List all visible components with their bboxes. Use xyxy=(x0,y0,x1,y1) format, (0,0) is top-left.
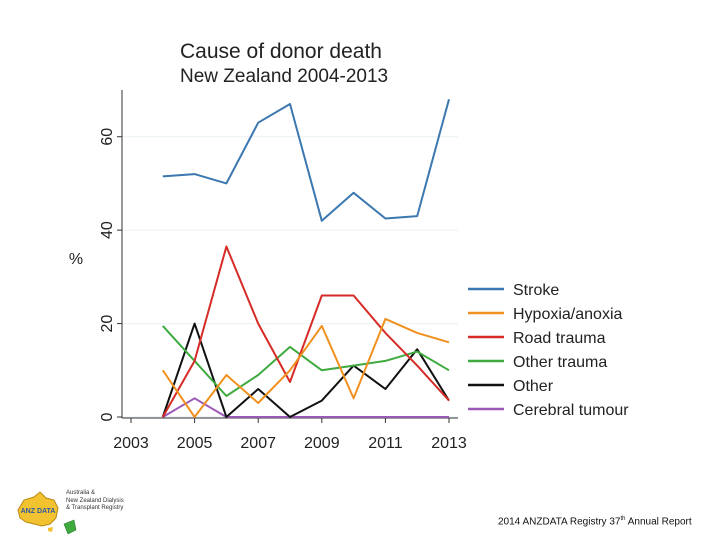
legend-label: Cerebral tumour xyxy=(513,402,629,419)
x-tick-label: 2005 xyxy=(177,435,213,452)
series-line-other xyxy=(161,322,450,418)
y-tick-label: 0 xyxy=(99,412,116,421)
chart-title: Cause of donor death xyxy=(180,40,382,63)
chart-subtitle: New Zealand 2004-2013 xyxy=(180,66,388,87)
x-axis-ticks: 2003 2005 2007 2009 2011 2013 xyxy=(113,418,467,452)
series-line-other-trauma xyxy=(162,325,450,397)
logo-caption-line: Australia & xyxy=(66,490,96,496)
footer-sup: th xyxy=(620,516,626,522)
legend-label: Other xyxy=(513,378,554,395)
legend-label: Road trauma xyxy=(513,330,606,347)
x-tick-label: 2011 xyxy=(368,435,403,452)
y-axis-ticks: 0 20 40 60 xyxy=(99,128,122,421)
x-tick-label: 2007 xyxy=(240,435,276,452)
logo-badge-text: ANZ DATA xyxy=(21,508,56,515)
series-line-stroke xyxy=(162,99,450,222)
legend: Stroke Hypoxia/anoxia Road trauma Other tra… xyxy=(468,282,629,419)
footer-suffix: Annual Report xyxy=(625,516,692,528)
series-line-road-trauma xyxy=(161,245,450,418)
anzdata-logo: ANZ DATA xyxy=(17,491,77,535)
legend-label: Hypoxia/anoxia xyxy=(513,306,623,323)
logo-caption: Australia & New Zealand Dialysis & Trans… xyxy=(66,490,124,513)
legend-label: Other trauma xyxy=(513,354,607,371)
series-lines xyxy=(161,99,450,418)
legend-label: Stroke xyxy=(513,282,559,299)
footer-prefix: 2014 ANZDATA Registry 37 xyxy=(498,516,621,528)
logo-caption-line: New Zealand Dialysis xyxy=(66,497,124,504)
y-tick-label: 40 xyxy=(99,221,116,239)
logo-caption-line: & Transplant Registry xyxy=(66,505,124,511)
x-tick-label: 2009 xyxy=(304,435,340,452)
footer-citation: 2014 ANZDATA Registry 37th Annual Report xyxy=(498,516,692,527)
y-tick-label: 60 xyxy=(99,128,116,146)
gridlines xyxy=(122,136,458,418)
series-line-hypoxia-anoxia xyxy=(161,317,450,418)
series-line-cerebral-tumour xyxy=(162,397,449,418)
x-tick-label: 2003 xyxy=(113,435,149,452)
x-tick-label: 2013 xyxy=(431,435,467,452)
y-axis-label: % xyxy=(69,251,83,268)
y-tick-label: 20 xyxy=(99,315,116,333)
